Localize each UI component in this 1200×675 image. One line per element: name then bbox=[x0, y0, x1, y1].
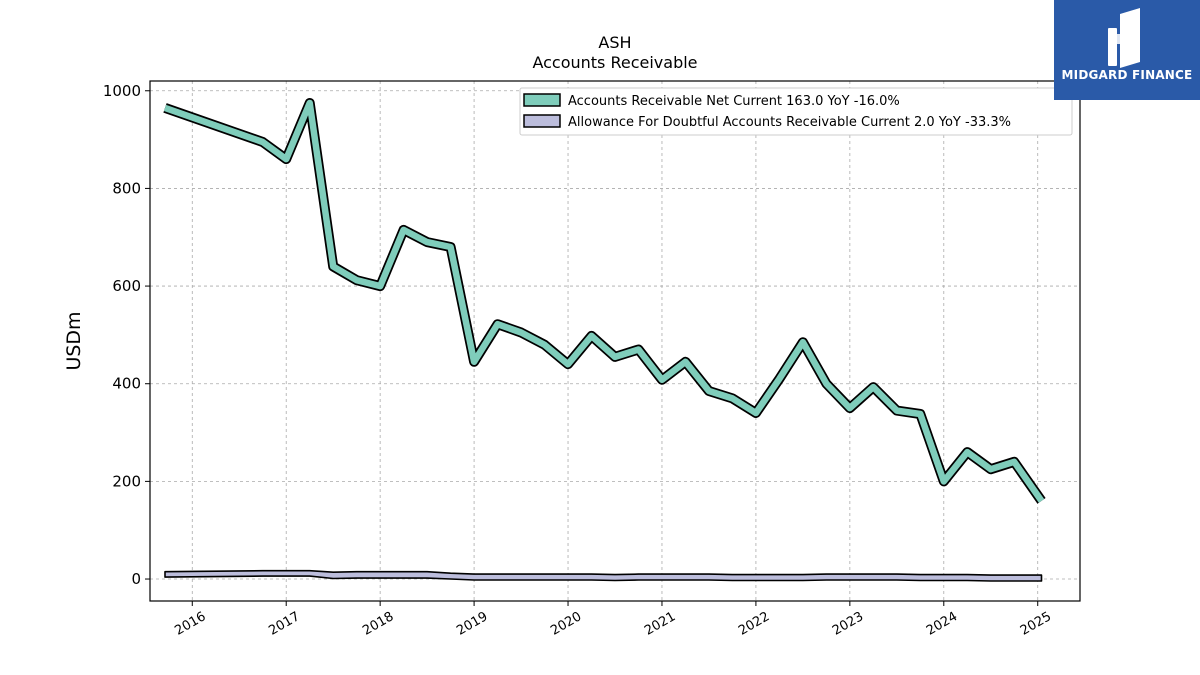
brand-name: MIDGARD FINANCE bbox=[1061, 68, 1193, 82]
x-tick-label: 2024 bbox=[924, 609, 960, 639]
y-tick-label: 0 bbox=[131, 570, 141, 588]
plot-frame bbox=[149, 80, 1081, 602]
y-tick-label: 400 bbox=[112, 375, 141, 393]
x-tick-label: 2021 bbox=[642, 609, 678, 639]
x-tick-label: 2020 bbox=[548, 609, 584, 639]
x-axis: 2016 2017 2018 2019 2020 2021 2022 2023 2024 2025 bbox=[172, 601, 1054, 639]
series-layer bbox=[163, 98, 1046, 582]
series-0-outline bbox=[163, 98, 1046, 504]
series-0-line bbox=[163, 99, 1045, 503]
x-tick-label: 2023 bbox=[830, 609, 866, 639]
x-tick-label: 2022 bbox=[736, 609, 772, 639]
series-1-band bbox=[164, 569, 1043, 582]
legend-label-0: Accounts Receivable Net Current 163.0 Yo… bbox=[568, 94, 900, 109]
legend: Accounts Receivable Net Current 163.0 Yo… bbox=[519, 87, 1073, 136]
x-tick-label: 2025 bbox=[1018, 609, 1054, 639]
x-tick-label: 2017 bbox=[266, 609, 302, 639]
y-tick-label: 800 bbox=[112, 179, 141, 197]
legend-swatch-1 bbox=[523, 114, 561, 128]
legend-swatch-0 bbox=[523, 93, 561, 107]
y-tick-label: 1000 bbox=[103, 82, 141, 100]
legend-label-1: Allowance For Doubtful Accounts Receivab… bbox=[568, 115, 1011, 130]
x-tick-label: 2018 bbox=[360, 609, 396, 639]
legend-box bbox=[519, 87, 1073, 136]
y-axis-label: USDm bbox=[63, 311, 85, 370]
y-tick-label: 200 bbox=[112, 472, 141, 490]
y-tick-label: 600 bbox=[112, 277, 141, 295]
y-axis: 0 200 400 600 800 1000 bbox=[103, 82, 150, 588]
chart-subtitle: Accounts Receivable bbox=[532, 53, 697, 72]
brand-logo: MIDGARD FINANCE bbox=[1054, 0, 1200, 100]
grid bbox=[150, 81, 1080, 601]
logo-mark-icon bbox=[1108, 8, 1140, 68]
x-tick-label: 2019 bbox=[454, 609, 490, 639]
x-tick-label: 2016 bbox=[172, 609, 208, 639]
chart-title: ASH bbox=[598, 33, 631, 52]
